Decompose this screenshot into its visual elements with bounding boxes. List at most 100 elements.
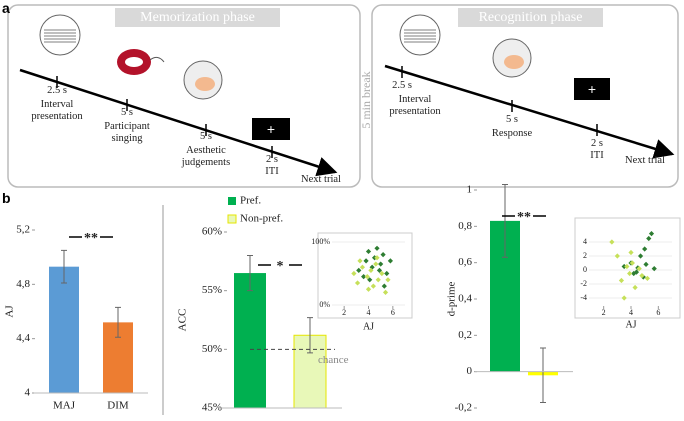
y-tick-label: 0 xyxy=(583,265,587,274)
point xyxy=(621,263,627,270)
panel-label: a xyxy=(2,0,10,16)
point xyxy=(614,253,620,259)
significance: ** xyxy=(517,210,531,225)
y-tick-label: 0% xyxy=(319,300,330,309)
end-label: Next trial xyxy=(625,155,665,166)
point xyxy=(651,266,657,272)
y-axis-label: d-prime xyxy=(446,281,458,316)
point xyxy=(368,267,374,273)
fixation: + xyxy=(574,78,610,100)
event-time: 5 s xyxy=(200,131,212,142)
point xyxy=(373,261,379,267)
point xyxy=(365,248,372,255)
error-bar xyxy=(540,347,546,404)
phase-box xyxy=(371,4,679,188)
y-tick-label: 45% xyxy=(202,402,222,414)
point xyxy=(648,231,655,237)
y-tick-label: 4 xyxy=(583,237,587,246)
event-time: 5 s xyxy=(506,114,518,125)
y-tick-label: 100% xyxy=(311,237,330,246)
x-tick-label: 2 xyxy=(342,308,346,317)
point xyxy=(354,280,361,286)
end-label: Next trial xyxy=(301,174,341,185)
x-axis-label: AJ xyxy=(363,321,374,332)
y-tick-label: 4,4 xyxy=(16,332,30,344)
point xyxy=(378,261,384,267)
y-tick-label: -2 xyxy=(580,279,587,288)
x-tick-label: 2 xyxy=(602,308,606,317)
point xyxy=(351,270,357,277)
point xyxy=(361,274,367,280)
point xyxy=(381,283,387,289)
y-tick-label: 0,4 xyxy=(458,293,472,305)
point xyxy=(363,258,369,264)
point xyxy=(609,239,615,245)
error-bar xyxy=(61,249,67,284)
event-time: 2 s xyxy=(591,138,603,149)
point xyxy=(644,275,650,281)
phase-title: Memorization phase xyxy=(115,8,280,27)
error-bar xyxy=(115,306,121,338)
event-label: Aesthetic judgements xyxy=(181,145,231,168)
bar xyxy=(234,273,266,408)
event-time: 2 s xyxy=(266,154,278,165)
fixation: + xyxy=(252,118,290,140)
point xyxy=(633,269,640,275)
y-tick-label: -4 xyxy=(580,293,587,302)
point xyxy=(632,284,638,291)
significance: * xyxy=(277,259,284,274)
y-axis-label: ACC xyxy=(177,309,189,332)
break-label: 5 min break xyxy=(359,71,373,128)
event-time: 2.5 s xyxy=(392,80,412,91)
bar xyxy=(49,266,79,393)
point xyxy=(639,273,645,279)
point xyxy=(628,249,634,256)
point xyxy=(637,253,644,259)
y-axis-label: AJ xyxy=(4,305,16,318)
event-label: ITI xyxy=(265,166,279,177)
point xyxy=(379,270,385,277)
phase-title: Recognition phase xyxy=(458,8,603,27)
y-tick-label: 0,6 xyxy=(458,256,472,268)
event-time: 2.5 s xyxy=(47,85,67,96)
timeline xyxy=(19,68,338,177)
point xyxy=(374,255,380,261)
event-label: Response xyxy=(491,128,533,139)
error-bar xyxy=(307,317,313,354)
y-tick-label: 55% xyxy=(202,284,222,296)
point xyxy=(382,289,389,295)
y-tick-label: 2 xyxy=(583,251,587,260)
point xyxy=(646,235,652,242)
point xyxy=(624,263,630,270)
y-tick-label: 5,2 xyxy=(16,224,30,236)
x-tick-label: 4 xyxy=(367,308,371,317)
point xyxy=(375,277,381,283)
panel-label: b xyxy=(2,190,11,206)
error-bar xyxy=(247,254,253,292)
event-label: Participant singing xyxy=(104,121,150,144)
point xyxy=(374,245,380,251)
point xyxy=(385,277,391,283)
point xyxy=(367,277,373,283)
error-bar xyxy=(502,184,508,258)
legend-label: Pref. xyxy=(240,195,261,207)
x-axis-label: AJ xyxy=(625,319,636,330)
point xyxy=(618,277,625,284)
point xyxy=(636,266,642,272)
x-tick-label: MAJ xyxy=(53,400,76,412)
legend-swatch xyxy=(228,197,236,205)
event-label: Interval presentation xyxy=(389,94,441,117)
y-tick-label: 0 xyxy=(467,365,473,377)
point xyxy=(356,267,362,273)
x-tick-label: 6 xyxy=(656,308,660,317)
y-tick-label: 50% xyxy=(202,343,222,355)
y-tick-label: 1 xyxy=(467,184,473,196)
point xyxy=(357,258,363,264)
y-tick-label: -0,2 xyxy=(455,402,472,414)
y-tick-label: 60% xyxy=(202,226,222,238)
point xyxy=(364,274,370,280)
event-label: ITI xyxy=(590,150,604,161)
timeline xyxy=(384,64,675,159)
y-tick-label: 0,2 xyxy=(458,329,472,341)
